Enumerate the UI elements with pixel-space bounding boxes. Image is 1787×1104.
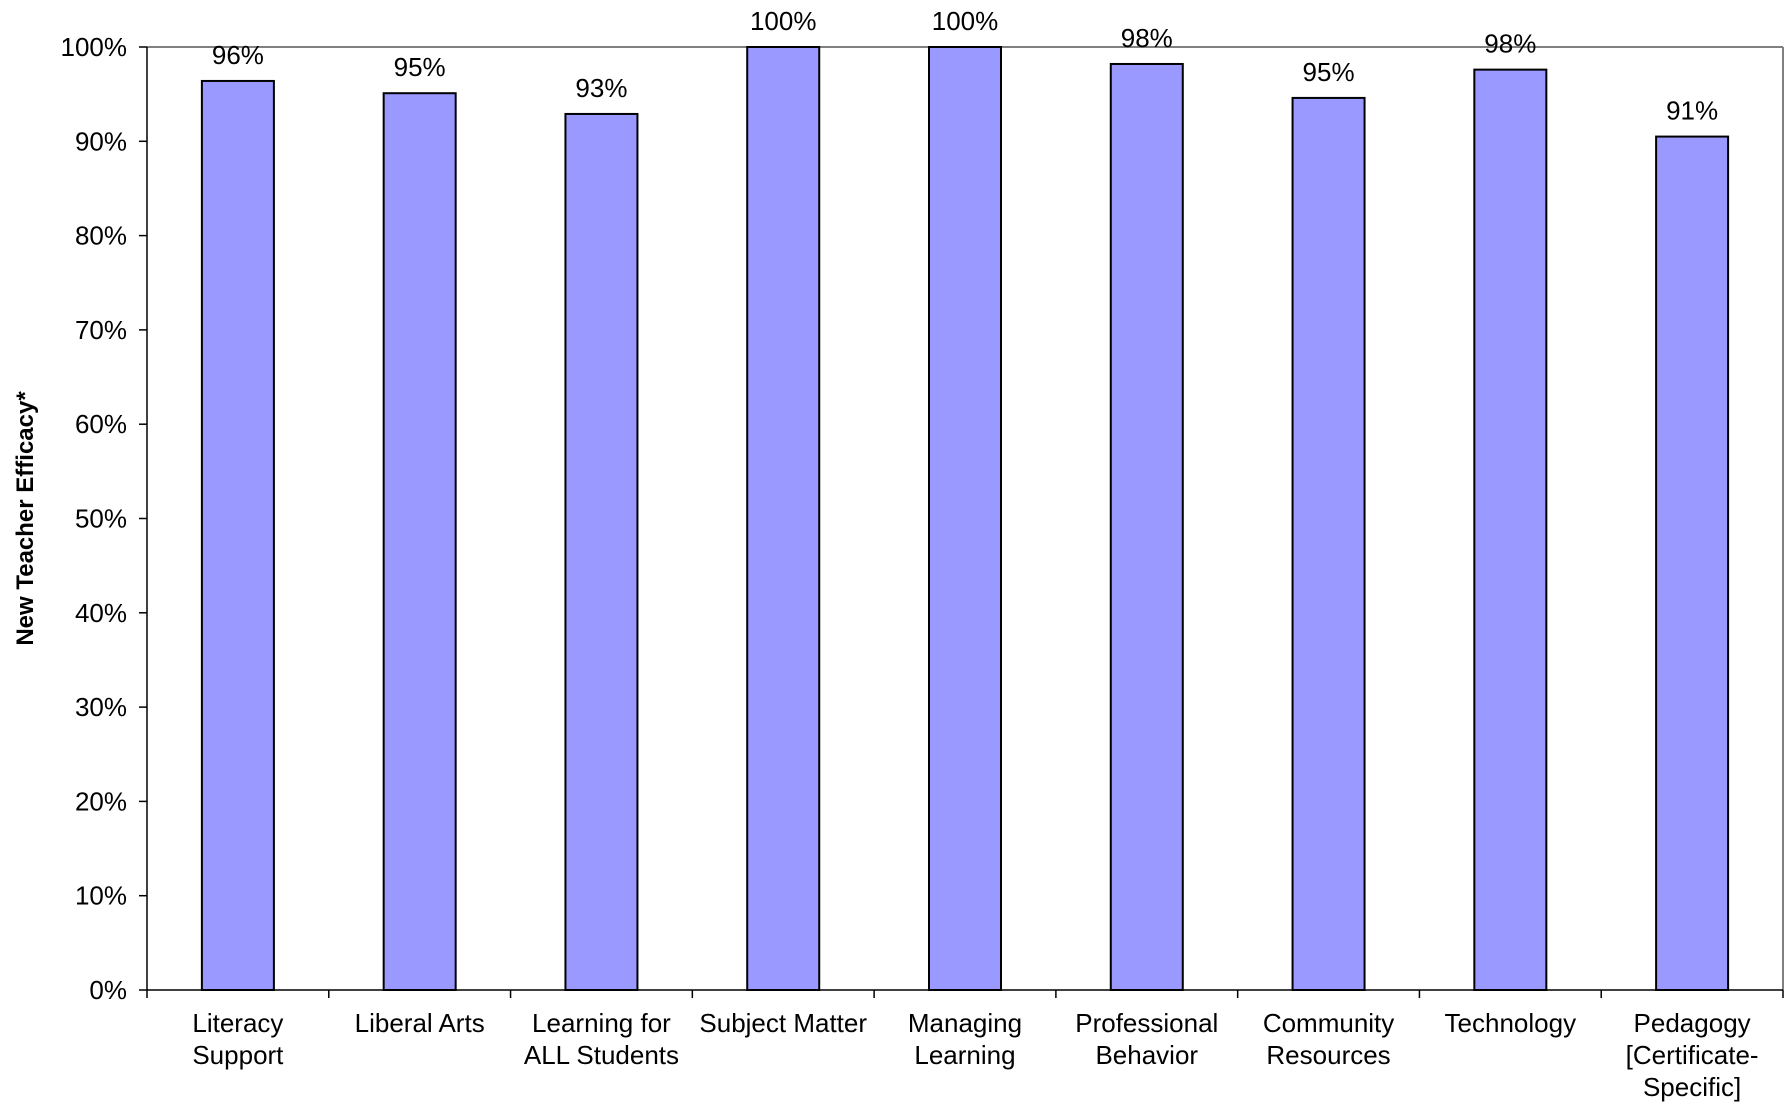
bar — [1655, 135, 1730, 991]
data-label: 95% — [394, 52, 446, 82]
category-label: Community Resources — [1263, 1008, 1394, 1070]
data-label: 91% — [1666, 96, 1718, 126]
bar — [382, 92, 457, 992]
category-label: Managing Learning — [908, 1008, 1022, 1070]
y-tick-label: 10% — [75, 881, 127, 911]
category-label: Subject Matter — [699, 1008, 867, 1038]
y-tick-label: 30% — [75, 692, 127, 722]
y-tick-label: 100% — [61, 32, 128, 62]
bar — [1109, 62, 1184, 991]
labels: 0% 10% 20% 30% 40% 50% 60% 70% 80% 90% 100% 96% Lite… — [61, 6, 1759, 1102]
category-label: Technology — [1445, 1008, 1577, 1038]
data-label: 93% — [575, 73, 627, 103]
data-label: 95% — [1303, 57, 1355, 87]
bar — [200, 79, 275, 991]
bar — [1291, 96, 1366, 991]
category-label: Literacy Support — [192, 1008, 284, 1070]
y-axis-title: New Teacher Efficacy* — [12, 391, 39, 646]
bar — [1473, 68, 1548, 991]
data-label: 98% — [1121, 23, 1173, 53]
bar — [746, 46, 821, 991]
data-label: 100% — [932, 6, 999, 36]
data-label: 100% — [750, 6, 817, 36]
category-label: Professional Behavior — [1075, 1008, 1218, 1070]
y-tick-label: 70% — [75, 315, 127, 345]
category-label: Liberal Arts — [355, 1008, 485, 1038]
data-label: 98% — [1484, 29, 1536, 59]
y-tick-label: 50% — [75, 504, 127, 534]
y-tick-label: 80% — [75, 221, 127, 251]
data-label: 96% — [212, 40, 264, 70]
bars — [200, 46, 1730, 992]
y-tick-label: 40% — [75, 598, 127, 628]
category-label: Pedagogy [Certificate-Specific] — [1626, 1008, 1759, 1102]
y-tick-label: 90% — [75, 126, 127, 156]
y-tick-label: 0% — [89, 975, 127, 1005]
category-label: Learning for ALL Students — [524, 1008, 679, 1070]
bar — [564, 112, 639, 991]
bar — [928, 46, 1002, 991]
y-tick-label: 20% — [75, 786, 127, 816]
y-tick-label: 60% — [75, 409, 127, 439]
